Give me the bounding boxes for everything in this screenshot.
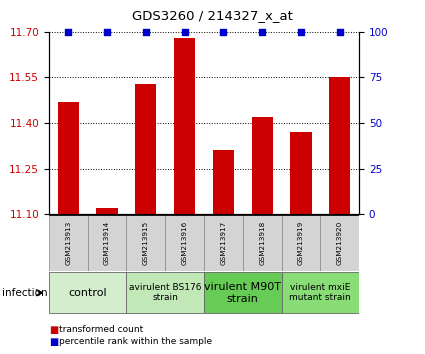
Bar <box>49 272 127 314</box>
Text: GSM213915: GSM213915 <box>143 221 149 265</box>
Point <box>142 29 149 35</box>
Text: transformed count: transformed count <box>59 325 143 335</box>
Text: GSM213913: GSM213913 <box>65 221 71 265</box>
Bar <box>213 150 234 214</box>
Point <box>181 29 188 35</box>
Text: avirulent BS176
strain: avirulent BS176 strain <box>129 283 201 302</box>
Bar <box>174 38 195 214</box>
Bar <box>243 215 281 271</box>
Text: GSM213917: GSM213917 <box>221 221 227 265</box>
Bar <box>329 78 350 214</box>
Text: virulent M90T
strain: virulent M90T strain <box>204 282 281 304</box>
Text: GSM213914: GSM213914 <box>104 221 110 265</box>
Text: virulent mxiE
mutant strain: virulent mxiE mutant strain <box>289 283 351 302</box>
Bar <box>127 272 204 314</box>
Bar <box>320 215 359 271</box>
Point <box>104 29 111 35</box>
Bar <box>58 102 79 214</box>
Point <box>220 29 227 35</box>
Bar <box>49 215 88 271</box>
Point <box>336 29 343 35</box>
Text: GSM213920: GSM213920 <box>337 221 343 265</box>
Text: infection: infection <box>2 288 48 298</box>
Bar <box>127 215 165 271</box>
Text: GSM213919: GSM213919 <box>298 221 304 265</box>
Text: GSM213918: GSM213918 <box>259 221 265 265</box>
Point <box>65 29 72 35</box>
Bar <box>252 117 273 214</box>
Text: GSM213916: GSM213916 <box>181 221 187 265</box>
Point <box>298 29 304 35</box>
Text: ■: ■ <box>49 337 58 347</box>
Text: percentile rank within the sample: percentile rank within the sample <box>59 337 212 346</box>
Text: ■: ■ <box>49 325 58 335</box>
Text: GDS3260 / 214327_x_at: GDS3260 / 214327_x_at <box>132 9 293 22</box>
Bar <box>281 215 320 271</box>
Bar <box>290 132 312 214</box>
Bar <box>165 215 204 271</box>
Bar <box>281 272 359 314</box>
Text: control: control <box>68 288 107 298</box>
Bar <box>135 84 156 214</box>
Point <box>259 29 266 35</box>
Bar <box>96 208 118 214</box>
Bar <box>204 272 281 314</box>
Bar <box>204 215 243 271</box>
Bar <box>88 215 127 271</box>
